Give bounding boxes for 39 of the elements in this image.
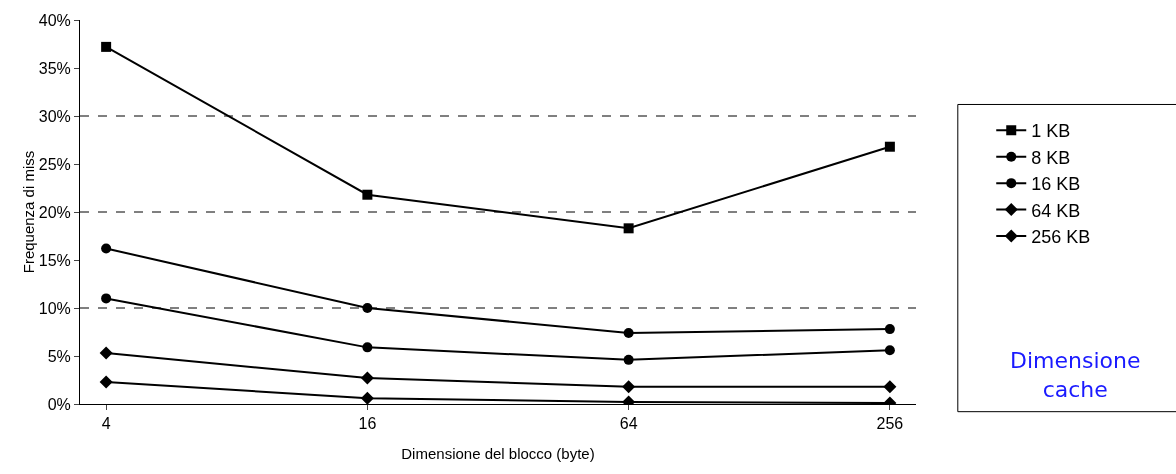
legend-title: Dimensione cache — [1010, 348, 1141, 402]
x-tick-label: 16 — [358, 415, 377, 433]
y-tick-label: 0% — [47, 395, 71, 413]
legend-label: 1 KB — [1031, 121, 1071, 142]
y-axis-title: Frequenza di miss — [19, 150, 37, 274]
y-tick-label: 5% — [47, 347, 71, 365]
x-tick-label: 64 — [619, 415, 638, 433]
y-tick-label: 15% — [38, 251, 71, 269]
point — [622, 380, 636, 394]
x-tick-label: 4 — [101, 415, 111, 433]
point — [362, 189, 373, 200]
y-tick-label: 25% — [38, 155, 71, 173]
point — [360, 371, 374, 385]
point — [101, 243, 112, 254]
point — [362, 303, 373, 313]
point — [884, 141, 895, 152]
point — [884, 345, 895, 356]
y-tick-label: 35% — [38, 59, 71, 77]
point — [101, 293, 112, 304]
y-tick-label: 30% — [38, 107, 71, 125]
x-axis-title: Dimensione del blocco (byte) — [401, 445, 595, 462]
legend-label: 64 KB — [1031, 200, 1081, 221]
legend-label: 256 KB — [1031, 226, 1091, 247]
point — [883, 380, 897, 394]
point — [101, 41, 112, 52]
x-tick-label: 256 — [876, 415, 904, 433]
point — [623, 223, 634, 234]
legend-label: 8 KB — [1031, 147, 1071, 168]
point — [623, 354, 634, 365]
y-tick-label: 20% — [38, 203, 71, 221]
point — [99, 375, 113, 389]
y-tick-label: 10% — [38, 299, 71, 317]
y-tick-label: 40% — [38, 11, 71, 29]
point — [362, 342, 373, 353]
point — [360, 391, 374, 404]
point — [884, 324, 895, 335]
point — [623, 327, 634, 338]
point — [99, 346, 113, 360]
legend-label: 16 KB — [1031, 174, 1081, 195]
